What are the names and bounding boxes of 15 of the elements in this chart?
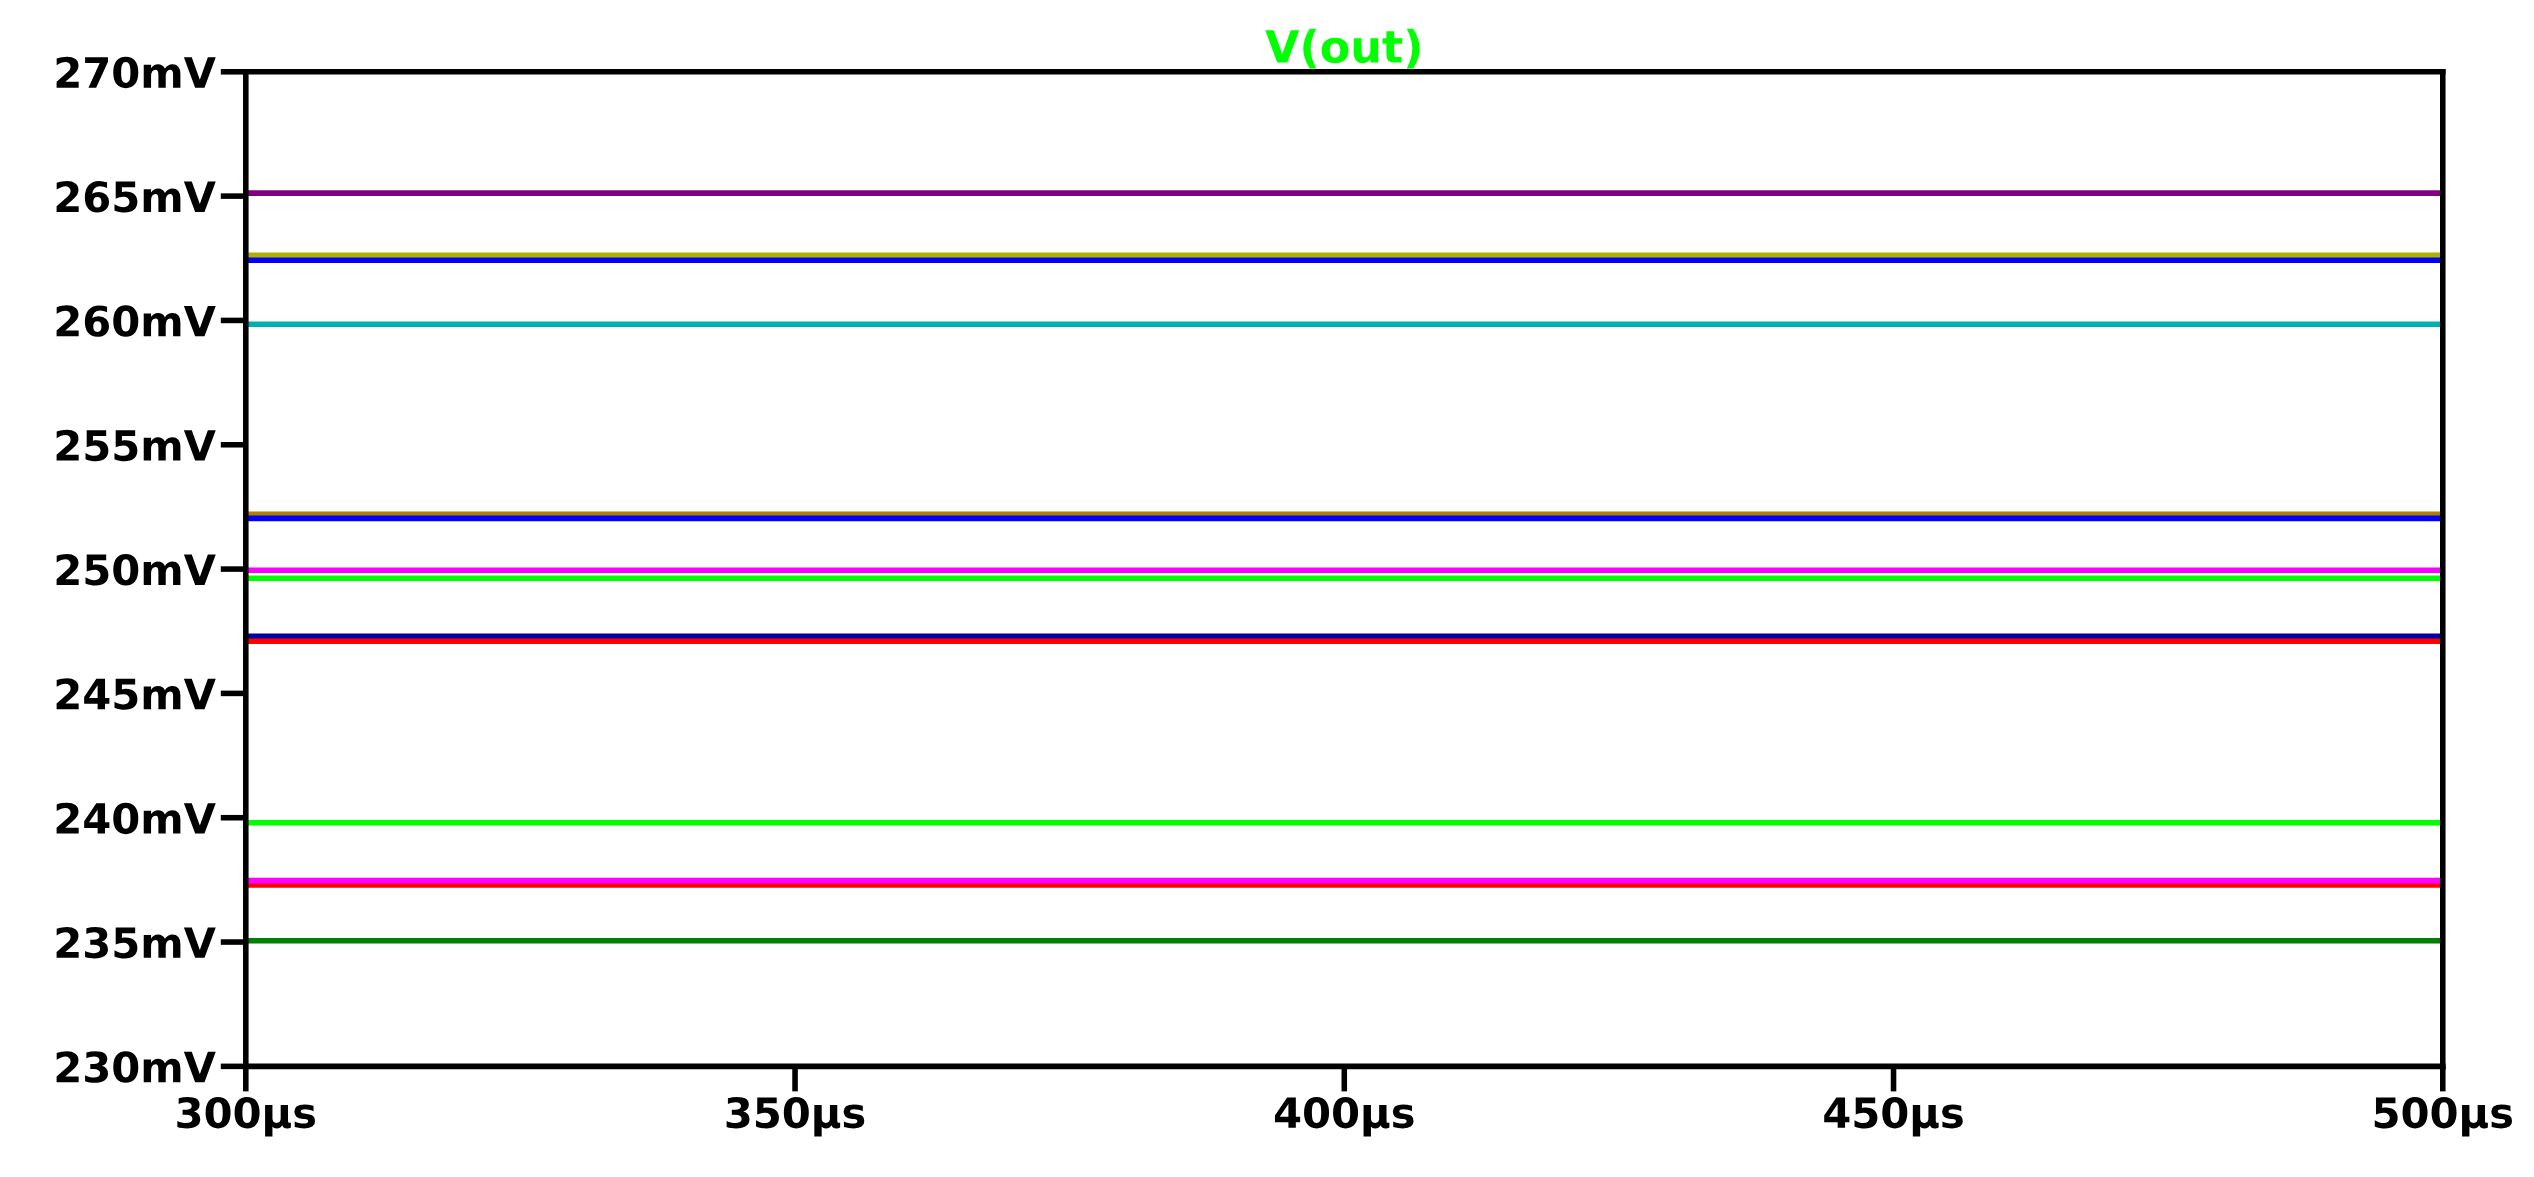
chart-title: V(out)	[1265, 28, 1420, 69]
x-tick-label: 500µs	[2374, 1096, 2513, 1137]
y-tick-label: 240mV	[56, 802, 216, 835]
x-tick-label: 450µs	[1824, 1096, 1963, 1137]
y-tick-label: 235mV	[56, 926, 216, 959]
x-tick-label: 400µs	[1274, 1096, 1414, 1137]
y-tick-label: 245mV	[56, 678, 216, 710]
x-tick-label: 300µs	[177, 1096, 316, 1137]
y-tick-label: 270mV	[56, 56, 216, 89]
y-tick-label: 255mV	[56, 429, 216, 462]
y-tick-label: 230mV	[56, 1051, 216, 1083]
y-tick-label: 250mV	[56, 553, 216, 586]
y-tick-label: 260mV	[56, 305, 216, 337]
y-tick-label: 265mV	[56, 181, 216, 213]
x-tick-label: 350µs	[726, 1096, 865, 1137]
